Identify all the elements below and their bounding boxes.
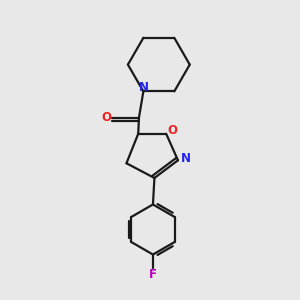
Text: N: N (181, 152, 191, 165)
Text: N: N (138, 81, 148, 94)
Text: O: O (168, 124, 178, 137)
Text: F: F (149, 268, 157, 281)
Text: O: O (101, 111, 111, 124)
